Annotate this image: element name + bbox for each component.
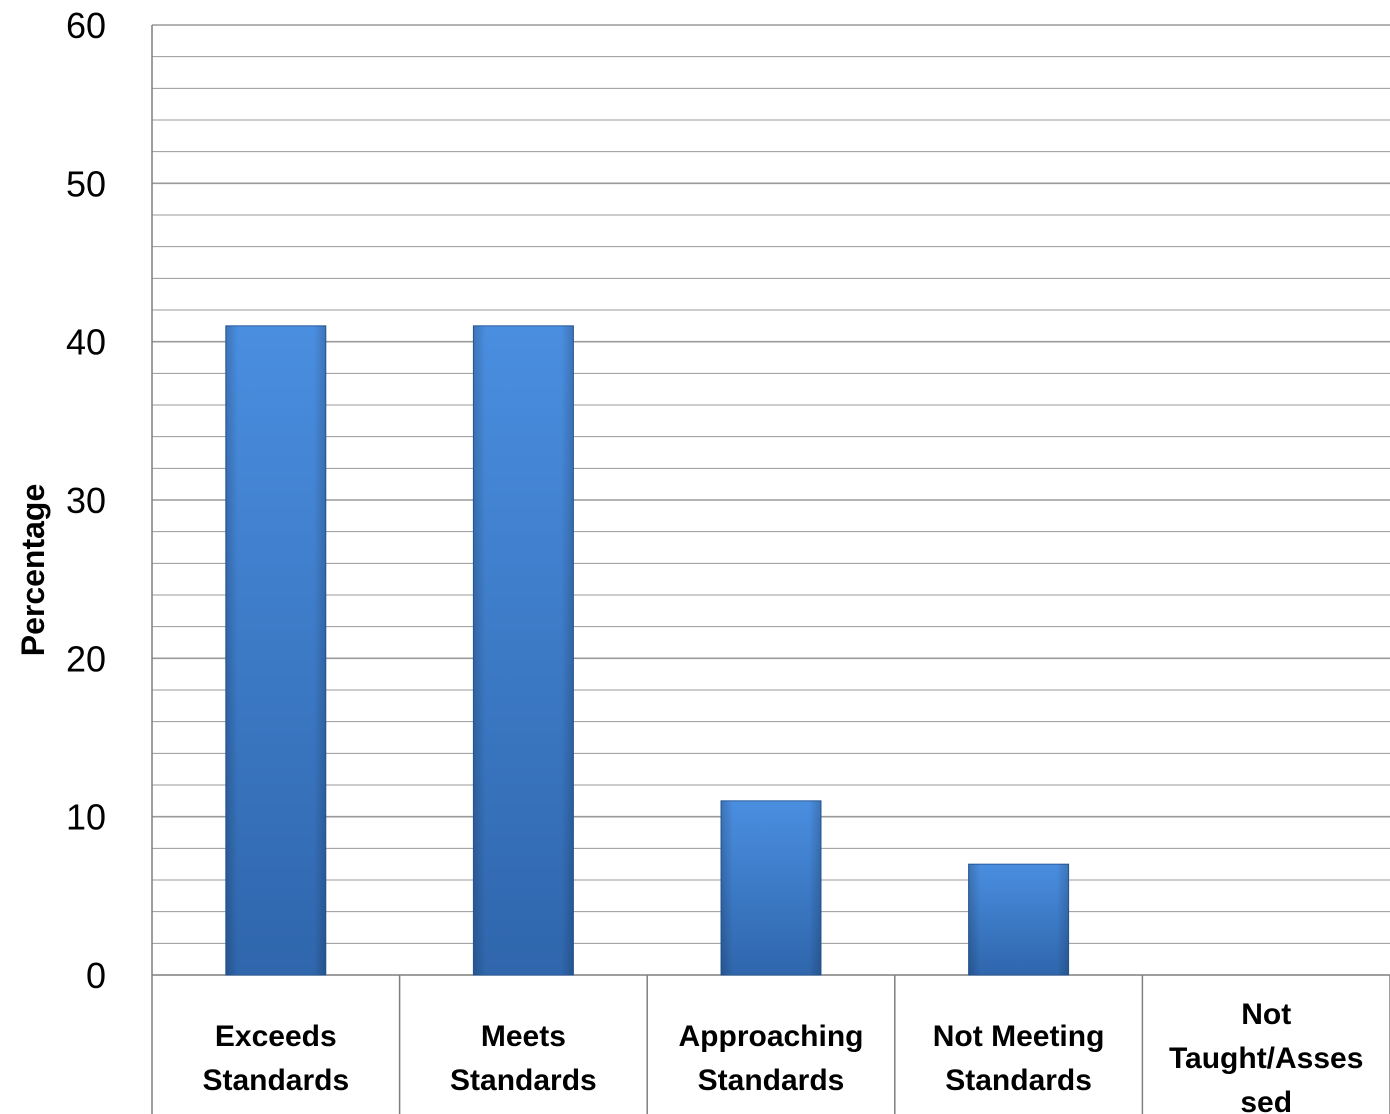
bar — [225, 325, 327, 976]
gridlines — [152, 24, 1390, 944]
x-tick-label-line: Standards — [202, 1064, 349, 1097]
y-tick-label: 20 — [66, 638, 106, 679]
y-axis-label: Percentage — [15, 484, 51, 657]
y-tick-label: 50 — [66, 163, 106, 204]
bar — [968, 863, 1070, 976]
bar-shade — [721, 800, 821, 975]
x-tick-label-line: Approaching — [679, 1020, 864, 1053]
x-tick-label: Meets Standards — [450, 1020, 597, 1097]
bars — [225, 325, 1070, 976]
labels: 0 10 20 30 40 50 60 Exceeds Standards Meets Standa… — [66, 5, 1363, 1114]
x-tick-label-line: Not — [1241, 998, 1291, 1031]
y-tick-label: 40 — [66, 322, 106, 363]
y-tick-label: 60 — [66, 5, 106, 46]
x-tick-label: Approaching Standards — [679, 1020, 864, 1097]
bar-shade — [473, 325, 574, 975]
x-tick-label-line: Standards — [698, 1064, 845, 1097]
x-tick-label-line: Meets — [481, 1020, 566, 1053]
y-tick-label: 0 — [86, 955, 106, 996]
x-tick-label: Not Taught/Asses sed — [1169, 998, 1364, 1114]
y-tick-label: 10 — [66, 797, 106, 838]
bar-shade — [968, 864, 1069, 975]
x-tick-label-line: Taught/Asses — [1169, 1042, 1364, 1075]
bar-shade — [225, 325, 326, 975]
x-tick-label-line: Standards — [945, 1064, 1092, 1097]
bar — [472, 325, 574, 976]
bar — [720, 800, 822, 976]
x-tick-label: Exceeds Standards — [202, 1020, 349, 1097]
y-tick-label: 30 — [66, 480, 106, 521]
x-tick-label-line: Standards — [450, 1064, 597, 1097]
x-tick-label: Not Meeting Standards — [933, 1020, 1105, 1097]
x-tick-label-line: Exceeds — [215, 1020, 337, 1053]
x-tick-label-line: Not Meeting — [933, 1020, 1105, 1053]
x-tick-label-line: sed — [1240, 1086, 1292, 1114]
